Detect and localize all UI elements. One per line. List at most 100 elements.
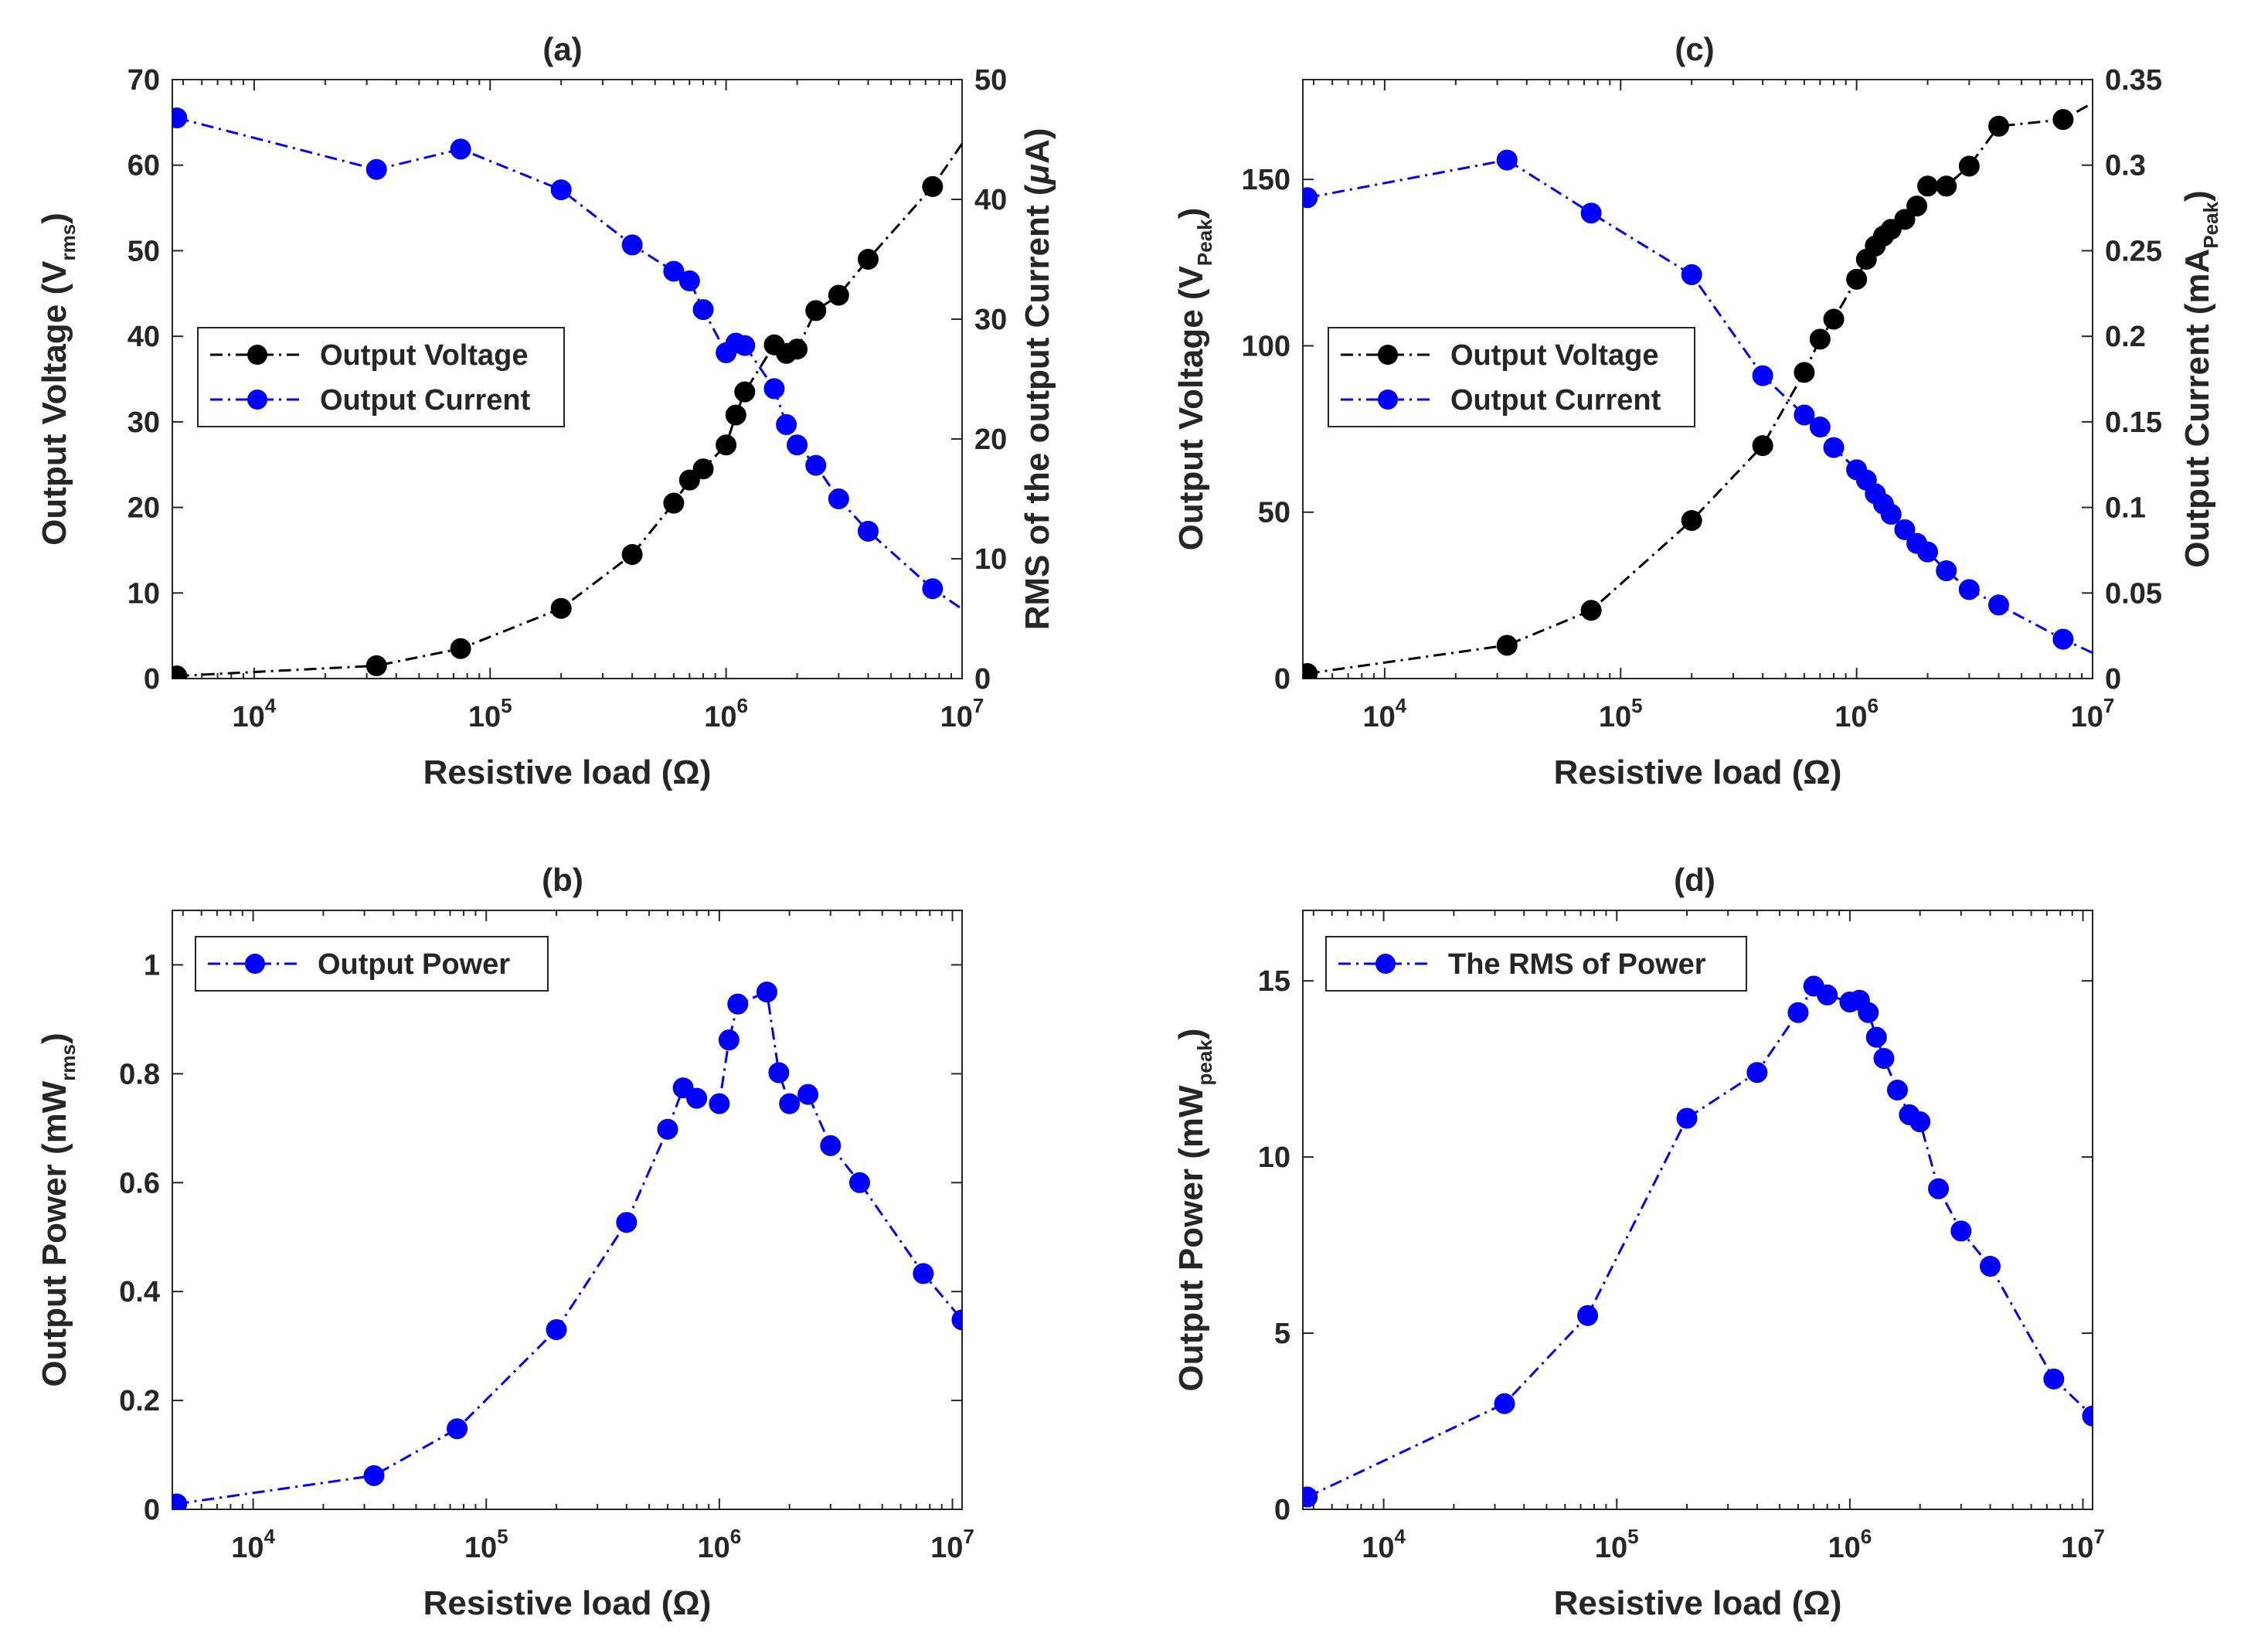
y2-tick-label: 30 xyxy=(974,304,1007,336)
y2-tick-label: 40 xyxy=(974,184,1007,216)
y-tick-label: 0 xyxy=(144,1494,160,1526)
data-point xyxy=(1865,1026,1887,1048)
data-point xyxy=(2052,628,2074,650)
data-point xyxy=(1496,634,1518,656)
legend-box xyxy=(1328,327,1695,427)
data-point xyxy=(546,1319,567,1340)
y2-tick-label: 0.2 xyxy=(2105,321,2146,353)
y-tick-label: 0.4 xyxy=(119,1276,160,1308)
data-point xyxy=(805,300,827,321)
data-point xyxy=(857,520,879,542)
data-point xyxy=(363,1465,385,1486)
y2-tick-label: 0 xyxy=(2105,663,2121,696)
x-axis-label: Resistive load (Ω) xyxy=(1554,754,1842,791)
x-tick-label: 106 xyxy=(698,1525,742,1564)
x-axis-label: Resistive load (Ω) xyxy=(1554,1584,1842,1622)
chart-title: (c) xyxy=(1675,31,1714,67)
y-tick-label: 0.6 xyxy=(119,1167,160,1199)
data-point xyxy=(1809,417,1831,437)
data-point xyxy=(1858,1002,1879,1023)
legend: Output Power xyxy=(195,936,549,992)
data-point xyxy=(1817,984,1838,1005)
y-axis-label: Output Power (mWrms) xyxy=(36,1033,80,1386)
data-point xyxy=(550,597,572,619)
legend: Output Voltage Output Current xyxy=(197,327,565,427)
chart-a: 104 105 106 10701020304050607001020304050(a… xyxy=(36,31,1056,791)
y-tick-label: 10 xyxy=(1258,1141,1290,1174)
series-output-current xyxy=(172,107,962,611)
data-point xyxy=(1752,435,1773,457)
data-point xyxy=(550,179,572,201)
data-point xyxy=(366,655,387,676)
data-point xyxy=(779,1093,801,1114)
series-output-voltage xyxy=(172,143,962,679)
x-tick-label: 106 xyxy=(1834,694,1879,733)
legend-box xyxy=(197,327,565,427)
legend-marker xyxy=(247,345,267,365)
data-point xyxy=(805,454,827,476)
y2-tick-label: 0.3 xyxy=(2105,150,2146,182)
data-point xyxy=(1794,362,1815,383)
data-point xyxy=(1787,1002,1809,1023)
data-point xyxy=(1917,541,1939,563)
x-tick-label: 105 xyxy=(468,694,512,733)
data-point xyxy=(1909,1111,1931,1133)
y-tick-label: 15 xyxy=(1258,965,1290,998)
y2-axis-label: RMS of the output Current (μA) xyxy=(1018,128,1056,631)
chart-title: (a) xyxy=(542,31,582,67)
x-tick-label: 107 xyxy=(930,1525,974,1564)
data-point xyxy=(447,1418,468,1440)
series-line xyxy=(1307,101,2093,675)
data-point xyxy=(1936,175,1957,197)
legend: Output Voltage Output Current xyxy=(1328,327,1695,427)
y-tick-label: 5 xyxy=(1274,1318,1290,1350)
y-axis-label: Output Voltage (VPeak) xyxy=(1172,208,1216,551)
data-point xyxy=(663,260,685,282)
x-tick-label: 105 xyxy=(1595,1525,1639,1564)
data-point xyxy=(1886,1080,1908,1101)
y2-tick-label: 0.15 xyxy=(2105,407,2162,439)
data-point xyxy=(1823,437,1845,458)
data-point xyxy=(621,234,643,256)
data-point xyxy=(727,993,749,1015)
y-tick-label: 10 xyxy=(128,577,160,610)
y-tick-label: 50 xyxy=(128,235,160,267)
legend-label: The RMS of Power xyxy=(1448,948,1706,981)
y-tick-label: 60 xyxy=(128,150,160,182)
legend-label: Output Voltage xyxy=(320,339,529,372)
y-tick-label: 0 xyxy=(144,663,160,696)
data-point xyxy=(756,981,777,1003)
legend-marker xyxy=(245,954,265,974)
legend-marker xyxy=(1378,390,1398,410)
data-point xyxy=(1303,663,1318,679)
data-point xyxy=(734,335,756,356)
y-tick-label: 30 xyxy=(128,407,160,439)
x-tick-label: 104 xyxy=(231,1525,275,1564)
data-point xyxy=(1958,155,1980,177)
data-point xyxy=(787,434,808,456)
x-tick-label: 107 xyxy=(2071,694,2115,733)
x-axis-label: Resistive load (Ω) xyxy=(423,754,712,791)
data-point xyxy=(1936,560,1957,581)
y-tick-label: 0 xyxy=(1274,663,1290,696)
data-point xyxy=(2043,1368,2065,1390)
y2-axis-label: Output Current (mAPeak) xyxy=(2178,190,2222,567)
series-output-power xyxy=(172,981,962,1509)
chart-b: 104 105 106 107 0 0.2 0.4 0.6 0.8 1 (b) Resistive l… xyxy=(36,862,974,1622)
data-point xyxy=(768,1062,790,1084)
data-point xyxy=(1894,209,1916,230)
data-point xyxy=(1958,579,1980,600)
data-point xyxy=(172,107,188,129)
data-point xyxy=(1979,1255,2001,1277)
data-point xyxy=(1746,1062,1768,1084)
y2-tick-label: 0 xyxy=(974,663,991,696)
data-point xyxy=(1928,1178,1950,1199)
data-point xyxy=(1494,1393,1515,1414)
x-tick-label: 107 xyxy=(940,694,984,733)
data-point xyxy=(718,1029,740,1051)
data-point xyxy=(1823,308,1845,330)
data-point xyxy=(922,175,944,197)
data-point xyxy=(678,469,700,491)
y-tick-label: 0.8 xyxy=(119,1058,160,1090)
data-point xyxy=(716,434,737,456)
